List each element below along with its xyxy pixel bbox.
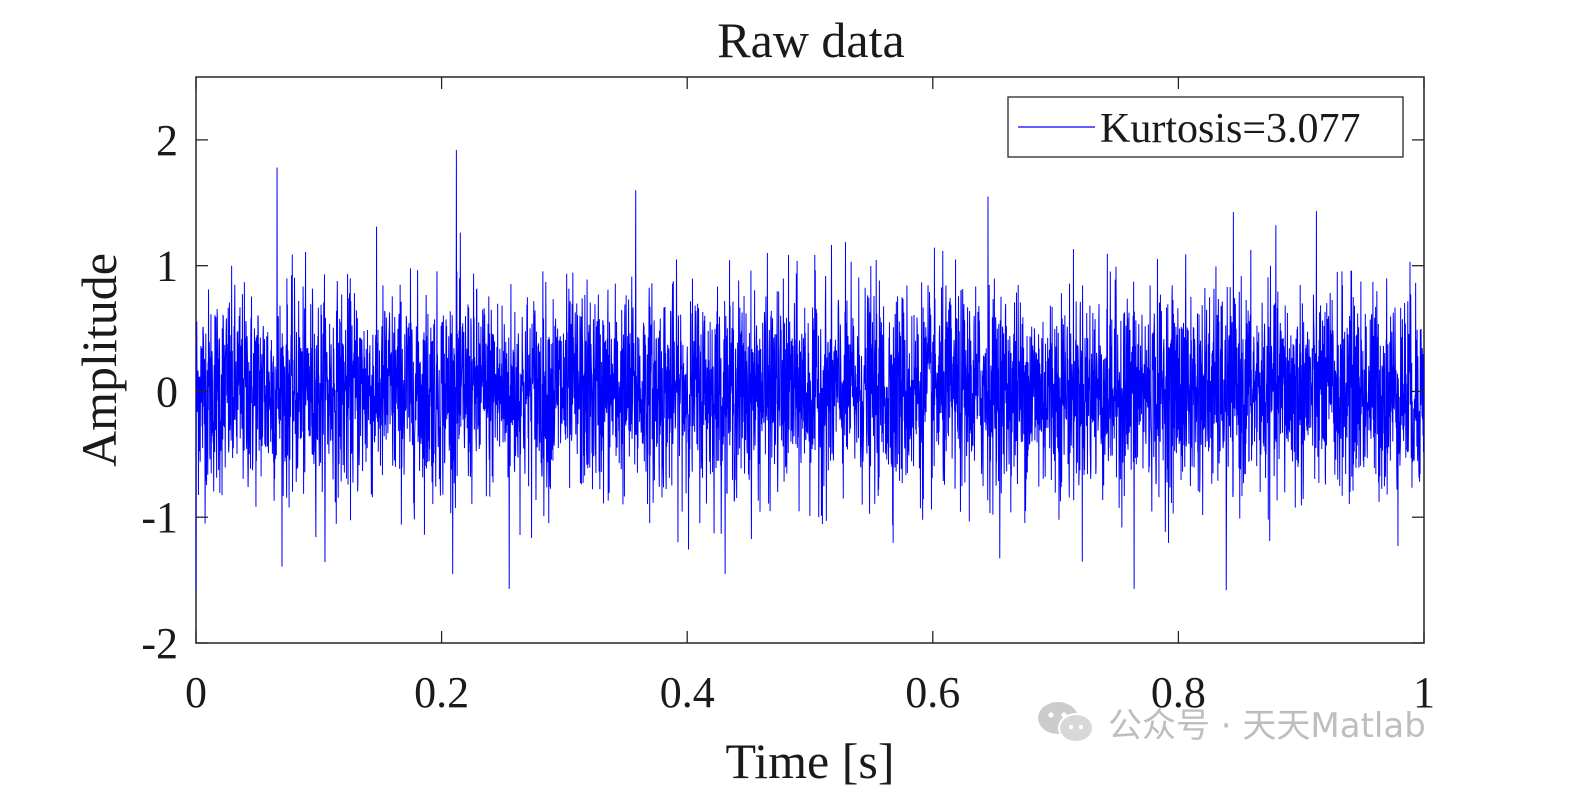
y-tick-label: -1	[141, 493, 178, 542]
x-tick-label: 0.8	[1151, 668, 1206, 717]
y-tick-label: -2	[141, 619, 178, 668]
x-tick-label: 0.6	[905, 668, 960, 717]
watermark: 公众号 · 天天Matlab	[1034, 696, 1426, 748]
y-tick-label: 0	[156, 367, 178, 416]
x-tick-label: 0.4	[660, 668, 715, 717]
x-tick-label: 1	[1413, 668, 1435, 717]
plot-area: 0 0.2 0.4 0.6 0.8 1 -2 -1 0 1 2	[141, 76, 1435, 717]
x-axis-label: Time [s]	[725, 733, 894, 789]
watermark-text: 公众号 · 天天Matlab	[1108, 705, 1426, 746]
y-tick-label: 1	[156, 242, 178, 291]
chart-title: Raw data	[717, 12, 904, 68]
axis-ticks	[195, 77, 1425, 644]
axis-tick-labels: 0 0.2 0.4 0.6 0.8 1 -2 -1 0 1 2	[141, 116, 1435, 717]
y-axis-label: Amplitude	[71, 253, 127, 467]
x-tick-label: 0.2	[414, 668, 469, 717]
signal-trace	[195, 149, 1425, 591]
y-tick-label: 2	[156, 116, 178, 165]
wechat-icon	[1038, 702, 1094, 743]
legend-label: Kurtosis=3.077	[1100, 106, 1361, 152]
x-tick-label: 0	[185, 668, 207, 717]
legend: Kurtosis=3.077	[1007, 96, 1404, 158]
